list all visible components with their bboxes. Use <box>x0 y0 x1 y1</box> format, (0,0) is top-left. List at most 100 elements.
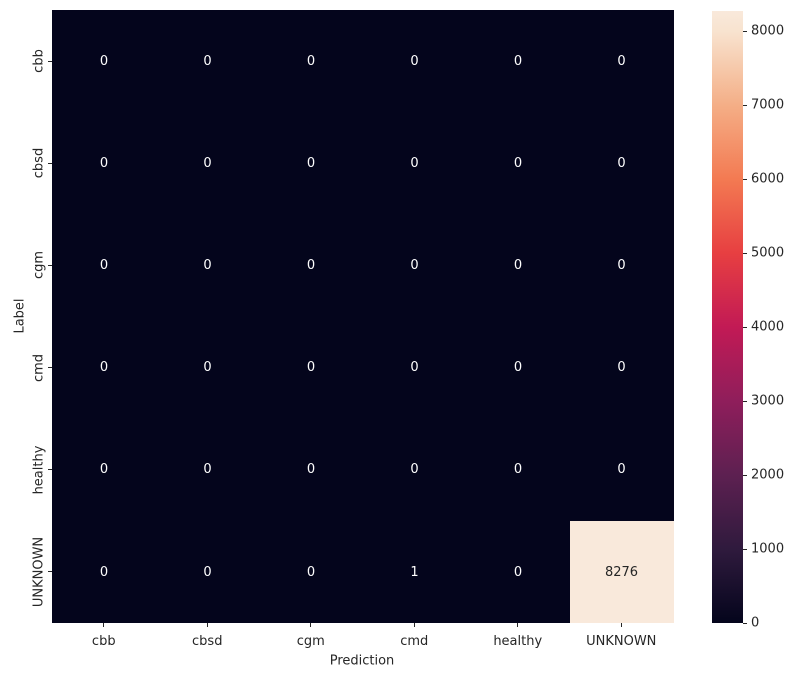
cell-value: 0 <box>617 258 626 274</box>
heatmap-cell: 0 <box>466 10 570 113</box>
cell-value: 0 <box>513 155 523 171</box>
tick-mark <box>206 623 208 627</box>
cell-value: 0 <box>306 564 316 580</box>
heatmap-cell: 0 <box>52 316 156 420</box>
cell-value: 0 <box>99 462 109 478</box>
heatmap-cell: 0 <box>466 520 570 624</box>
heatmap-cell: 0 <box>52 214 156 317</box>
heatmap-cell: 0 <box>569 10 674 113</box>
heatmap-cell: 0 <box>466 112 570 215</box>
heatmap-cell: 0 <box>155 214 260 317</box>
y-tick-label: cbb <box>31 49 47 73</box>
tick-mark <box>743 30 747 32</box>
cell-value: 0 <box>513 462 523 478</box>
cell-value: 0 <box>617 462 626 478</box>
tick-mark <box>48 571 52 573</box>
x-tick-label: healthy <box>493 634 543 649</box>
x-tick-label: cbb <box>91 634 116 649</box>
cell-value: 0 <box>410 155 419 171</box>
heatmap-cell: 1 <box>362 520 467 624</box>
heatmap-cell: 0 <box>362 316 467 420</box>
heatmap-cell: 0 <box>155 316 260 420</box>
heatmap-cell: 0 <box>569 316 674 420</box>
colorbar <box>712 11 743 623</box>
heatmap-cell: 8276 <box>569 520 674 624</box>
tick-mark <box>743 326 747 328</box>
heatmap-cell: 0 <box>52 520 156 624</box>
tick-mark <box>517 623 519 627</box>
cell-value: 0 <box>617 53 626 69</box>
x-tick-label: cgm <box>296 634 325 649</box>
colorbar-tick-label: 2000 <box>751 467 785 483</box>
cell-value: 0 <box>513 53 523 69</box>
cell-value: 0 <box>306 360 316 376</box>
cell-value: 0 <box>410 258 419 274</box>
colorbar-tick-label: 3000 <box>751 393 785 409</box>
heatmap-cell: 0 <box>52 10 156 113</box>
heatmap-cell: 0 <box>466 214 570 317</box>
cell-value: 0 <box>410 462 419 478</box>
tick-mark <box>48 367 52 369</box>
colorbar-tick-label: 5000 <box>751 245 785 261</box>
y-axis-title: Label <box>12 298 28 334</box>
y-tick-label: cmd <box>31 353 47 382</box>
cell-value: 0 <box>306 155 316 171</box>
heatmap-cell: 0 <box>52 112 156 215</box>
colorbar-tick-label: 7000 <box>751 97 785 113</box>
cell-value: 1 <box>410 564 419 580</box>
cell-value: 0 <box>306 258 316 274</box>
colorbar-tick-label: 0 <box>751 615 760 631</box>
cell-value: 0 <box>306 462 316 478</box>
tick-mark <box>743 252 747 254</box>
tick-mark <box>48 469 52 471</box>
cell-value: 0 <box>410 360 419 376</box>
cell-value: 8276 <box>604 564 639 580</box>
heatmap-cell: 0 <box>569 418 674 522</box>
heatmap-cell: 0 <box>259 112 363 215</box>
heatmap-cell: 0 <box>155 520 260 624</box>
cell-value: 0 <box>203 53 212 69</box>
cell-value: 0 <box>203 258 212 274</box>
y-tick-label: cbsd <box>31 148 47 179</box>
tick-mark <box>743 178 747 180</box>
y-tick-label: cgm <box>31 251 47 280</box>
colorbar-tick-label: 8000 <box>751 23 785 39</box>
tick-mark <box>743 548 747 550</box>
heatmap-cell: 0 <box>155 112 260 215</box>
y-tick-label: UNKNOWN <box>31 536 47 608</box>
heatmap-cell: 0 <box>52 418 156 522</box>
heatmap-cell: 0 <box>569 112 674 215</box>
tick-mark <box>48 264 52 266</box>
cell-value: 0 <box>513 258 523 274</box>
tick-mark <box>743 104 747 106</box>
heatmap-cell: 0 <box>259 418 363 522</box>
cell-value: 0 <box>203 155 212 171</box>
heatmap-cell: 0 <box>362 418 467 522</box>
colorbar-tick-label: 6000 <box>751 171 785 187</box>
cell-value: 0 <box>203 462 212 478</box>
cell-value: 0 <box>410 53 419 69</box>
tick-mark <box>743 622 747 624</box>
x-axis-title: Prediction <box>329 653 395 669</box>
heatmap-cell: 0 <box>466 418 570 522</box>
cell-value: 0 <box>306 53 316 69</box>
heatmap-cell: 0 <box>259 520 363 624</box>
cell-value: 0 <box>203 564 212 580</box>
cell-value: 0 <box>617 155 626 171</box>
tick-mark <box>48 162 52 164</box>
cell-value: 0 <box>513 360 523 376</box>
cell-value: 0 <box>99 155 109 171</box>
y-tick-label: healthy <box>31 445 47 495</box>
heatmap-cell: 0 <box>362 112 467 215</box>
tick-mark <box>743 474 747 476</box>
tick-mark <box>103 623 105 627</box>
cell-value: 0 <box>513 564 523 580</box>
heatmap-cell: 0 <box>362 10 467 113</box>
tick-mark <box>620 623 622 627</box>
x-tick-label: cmd <box>400 634 429 649</box>
heatmap-cell: 0 <box>259 214 363 317</box>
heatmap-cell: 0 <box>569 214 674 317</box>
colorbar-tick-label: 1000 <box>751 541 785 557</box>
cell-value: 0 <box>99 258 109 274</box>
